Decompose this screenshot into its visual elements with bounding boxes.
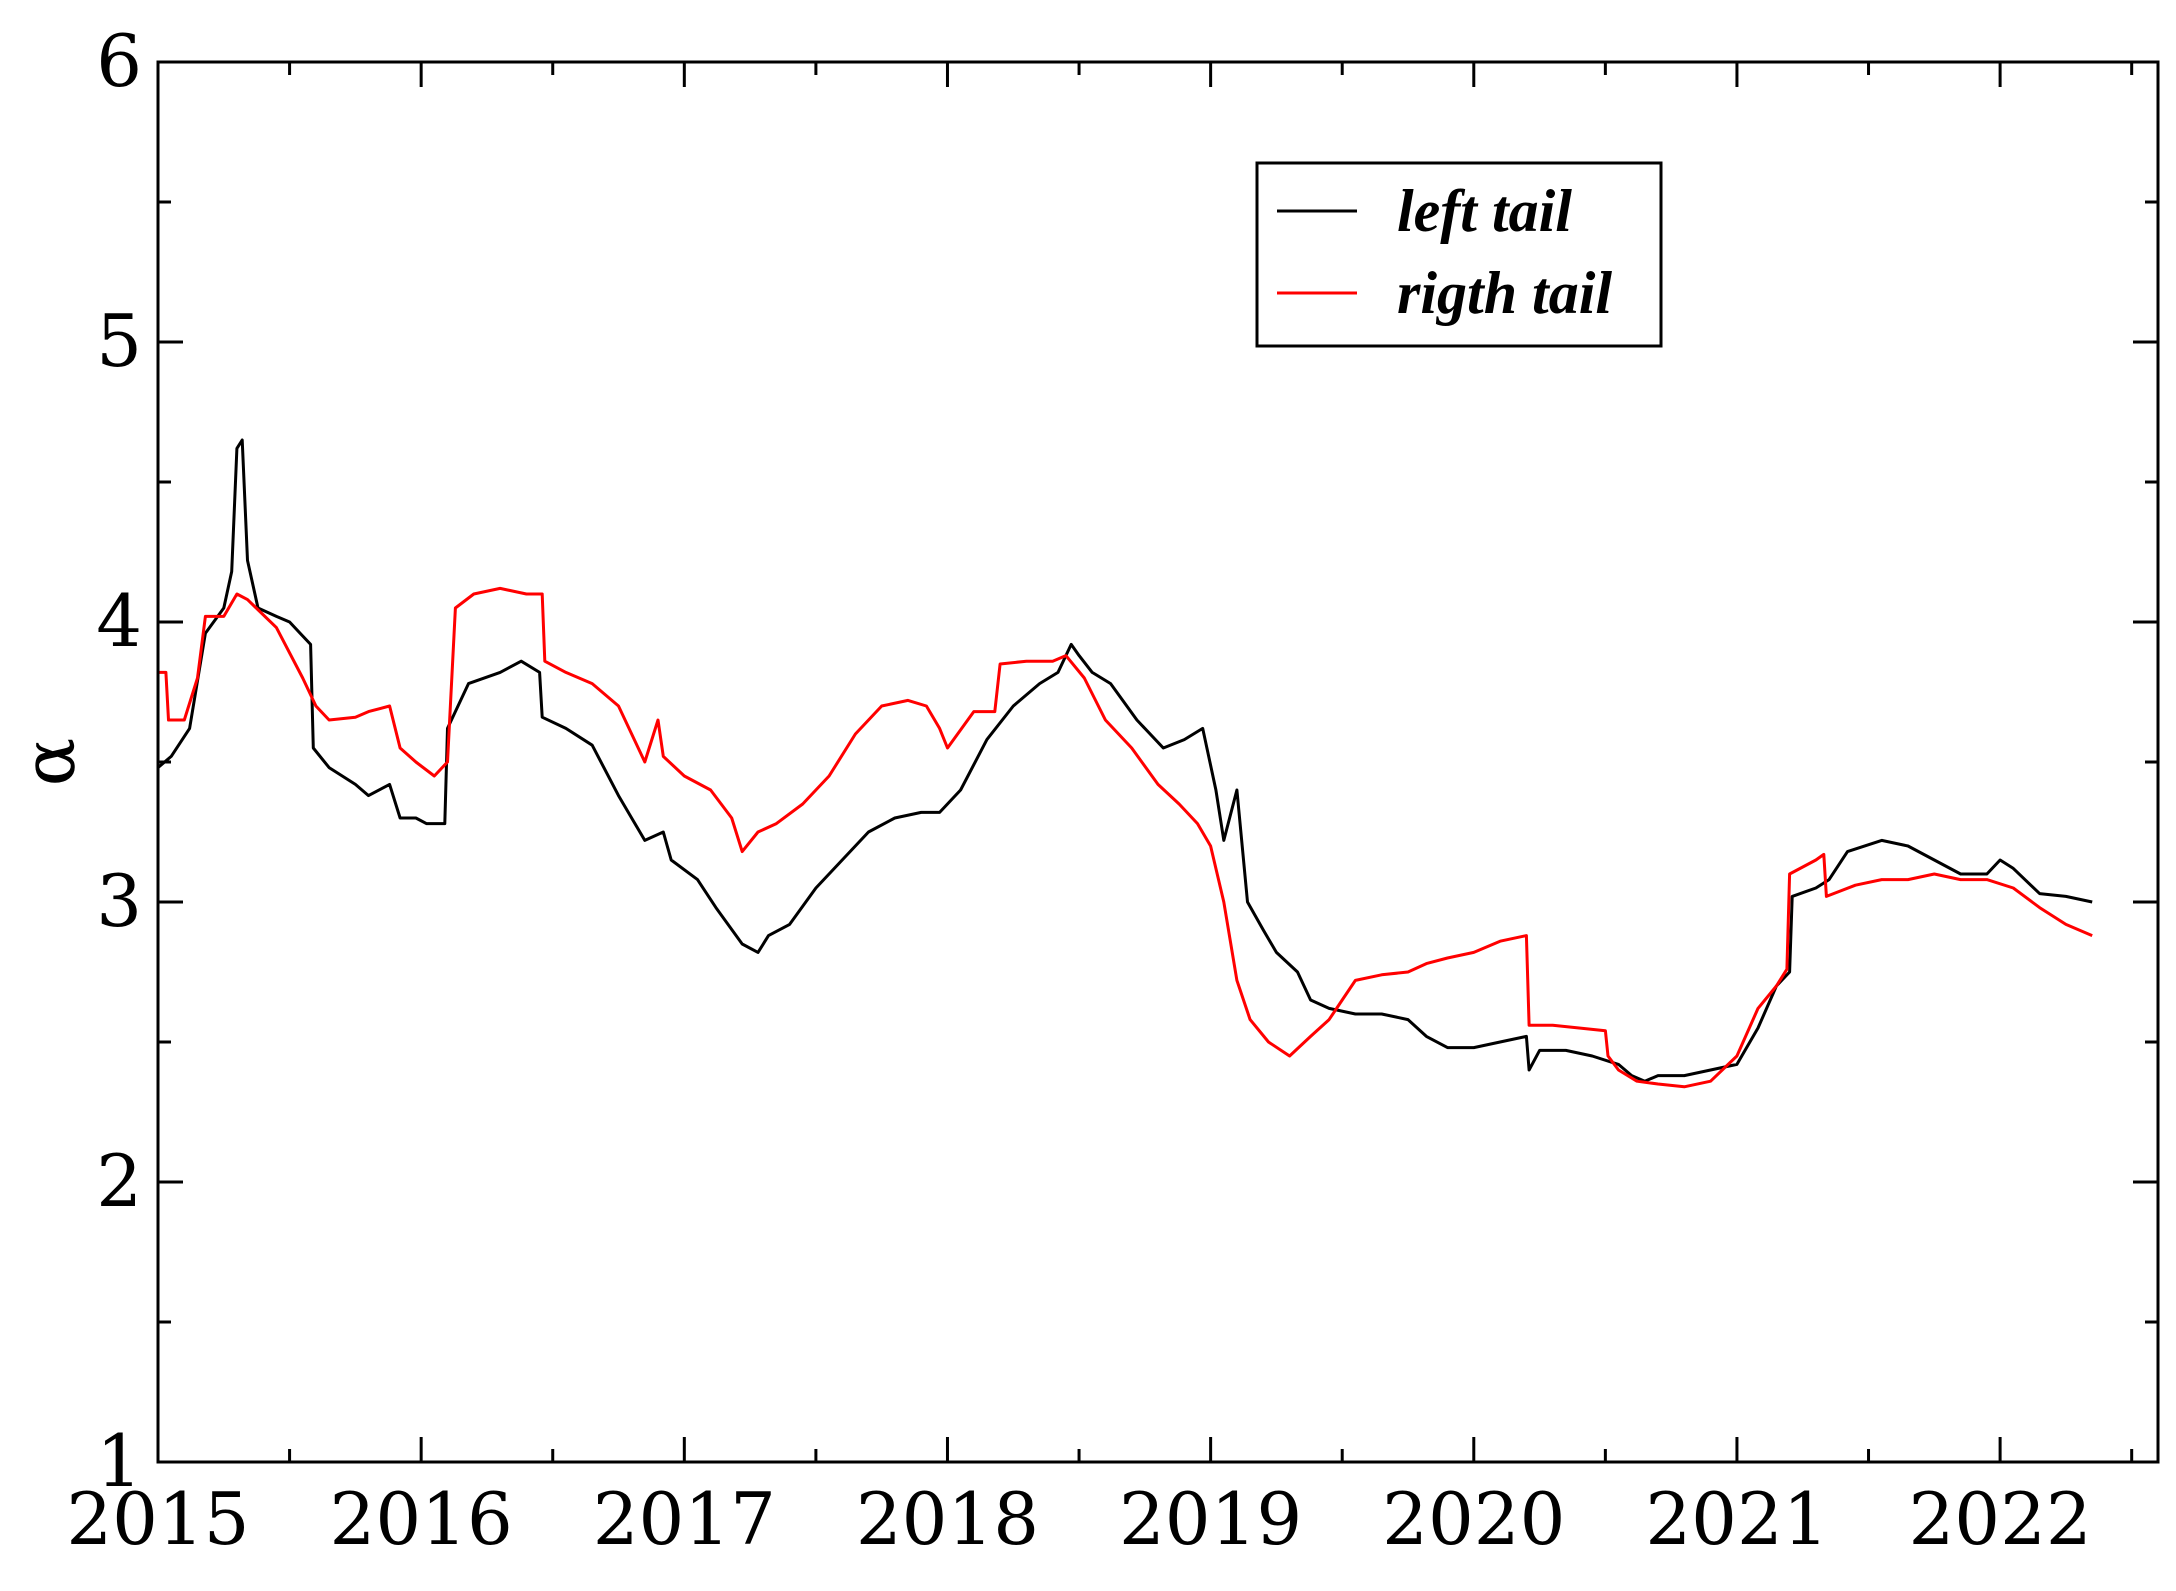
y-tick-labels: 1 2 3 4 5 6 — [96, 19, 142, 1503]
y-tick-label: 3 — [96, 859, 142, 943]
ticks-layer — [156, 60, 2158, 1464]
y-tick-label: 2 — [96, 1139, 142, 1223]
legend-items: left tail rigth tail — [1277, 178, 1612, 326]
series-line-right-tail — [158, 586, 2093, 1089]
x-tick-label: 2015 — [66, 1477, 249, 1561]
legend-label: left tail — [1397, 178, 1572, 244]
legend-label: rigth tail — [1397, 260, 1612, 326]
legend: left tail rigth tail — [1255, 161, 1663, 348]
y-axis-label: α — [7, 738, 91, 787]
x-tick-label: 2019 — [1119, 1477, 1302, 1561]
y-tick-label: 4 — [96, 579, 142, 663]
x-tick-label: 2022 — [1908, 1477, 2091, 1561]
legend-box — [1255, 161, 1663, 348]
series-layer — [157, 438, 2093, 1089]
x-tick-label: 2020 — [1382, 1477, 1565, 1561]
x-tick-label: 2017 — [593, 1477, 776, 1561]
x-tick-label: 2018 — [856, 1477, 1039, 1561]
y-tick-label: 5 — [96, 299, 142, 383]
x-tick-label: 2016 — [330, 1477, 513, 1561]
y-tick-label: 1 — [96, 1419, 142, 1503]
x-tick-label: 2021 — [1645, 1477, 1828, 1561]
x-tick-labels: 2015 2016 2017 2018 2019 2020 2021 2022 — [66, 1477, 2091, 1561]
y-tick-label: 6 — [96, 19, 142, 103]
